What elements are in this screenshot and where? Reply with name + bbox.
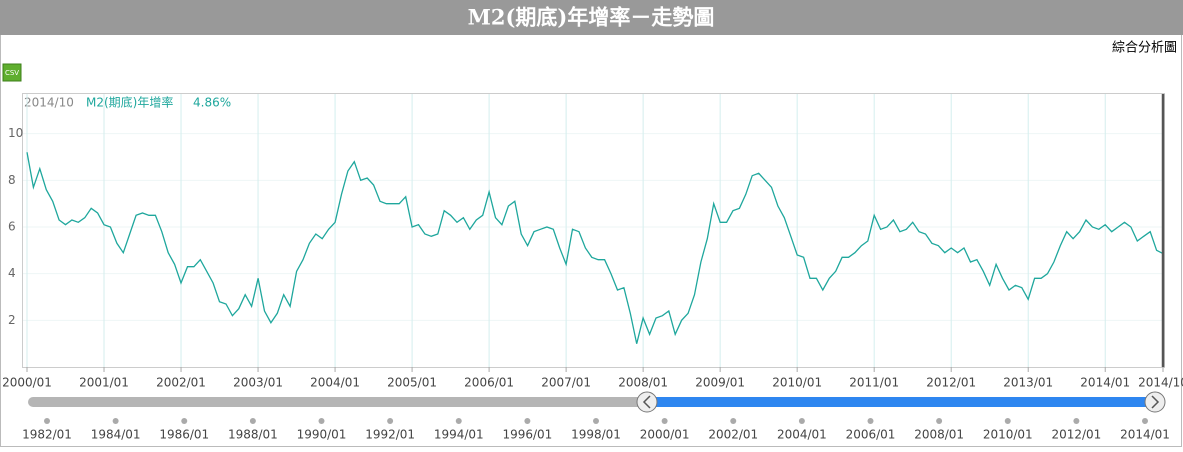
navigator-label: 1992/01 (365, 428, 415, 442)
navigator-dot (1073, 418, 1080, 424)
navigator-label: 1984/01 (91, 428, 141, 442)
csv-button[interactable] (2, 63, 22, 82)
chart-title: M2(期底)年增率－走勢圖 (468, 5, 715, 30)
navigator-track (28, 397, 647, 407)
plot-area (22, 93, 1165, 368)
navigator-label: 2010/01 (983, 428, 1033, 442)
readout-value: 4.86% (193, 96, 231, 110)
data-line (26, 152, 1164, 344)
y-tick-label: 8 (8, 173, 16, 187)
navigator-label: 2012/01 (1051, 428, 1101, 442)
readout-date: 2014/10 (24, 96, 74, 110)
csv-label[interactable]: CSV (5, 69, 19, 77)
navigator-label: 2002/01 (708, 428, 758, 442)
analysis-link[interactable]: 綜合分析圖 (1112, 41, 1177, 56)
navigator-dot (936, 418, 943, 424)
navigator-label: 2006/01 (846, 428, 896, 442)
x-tick-label: 2000/01 (2, 376, 52, 390)
x-tick-label: 2003/01 (233, 376, 283, 390)
navigator-dot (249, 418, 256, 424)
navigator-dot (1004, 418, 1011, 424)
navigator-label: 1996/01 (502, 428, 552, 442)
navigator-dot (661, 418, 668, 424)
x-tick-label: 2007/01 (541, 376, 591, 390)
x-tick-label: 2011/01 (849, 376, 899, 390)
navigator-label: 1986/01 (159, 428, 209, 442)
x-tick-label: 2004/01 (310, 376, 360, 390)
x-tick-label: 2012/01 (926, 376, 976, 390)
plot: 2 4 6 8 10 2000/01 2001/01 2002/01 2003/01 2004/0… (2, 94, 1183, 390)
x-tick-label: 2010/01 (772, 376, 822, 390)
navigator-handle[interactable] (1144, 391, 1166, 413)
readout-series: M2(期底)年增率 (86, 95, 173, 110)
navigator-dot (1142, 418, 1148, 424)
handle-arrow (642, 395, 651, 409)
navigator-label: 1994/01 (434, 428, 484, 442)
navigator-range[interactable] (647, 397, 1155, 407)
navigator-label: 1982/01 (22, 428, 72, 442)
navigator-dot (593, 418, 599, 424)
navigator-label: 2004/01 (777, 428, 827, 442)
navigator-label: 1988/01 (228, 428, 278, 442)
navigator-handle[interactable] (636, 391, 658, 413)
x-tick-label: 2006/01 (464, 376, 514, 390)
x-tick-label: 2013/01 (1003, 376, 1053, 390)
x-tick-label: 2008/01 (618, 376, 668, 390)
navigator-label: 2000/01 (640, 428, 690, 442)
x-tick-label: 2014/01 (1080, 376, 1130, 390)
navigator-axis: 1982/01 1984/01 1986/01 1988/01 1990/01 1992/… (22, 418, 1170, 442)
navigator-dot (318, 418, 325, 424)
navigator-dot (524, 418, 531, 424)
title-bar (0, 0, 1183, 35)
navigator-dot (112, 418, 119, 424)
navigator-label: 2014/01 (1120, 428, 1170, 442)
x-tick-label: 2005/01 (387, 376, 437, 390)
navigator-dot (387, 418, 394, 424)
navigator-dot (44, 418, 50, 424)
y-tick-label: 6 (8, 220, 16, 234)
navigator-label: 2008/01 (914, 428, 964, 442)
navigator-dot (867, 418, 874, 424)
navigator-dot (798, 418, 805, 424)
x-tick-label: 2009/01 (695, 376, 745, 390)
navigator-label: 1990/01 (297, 428, 347, 442)
x-tick-label: 2001/01 (79, 376, 129, 390)
navigator-dot (455, 418, 462, 424)
y-tick-label: 4 (8, 266, 16, 280)
navigator-dot (730, 418, 737, 424)
y-tick-label: 2 (8, 313, 16, 327)
navigator-label: 1998/01 (571, 428, 621, 442)
navigator-dot (181, 418, 188, 424)
x-tick-label: 2014/10 (1138, 376, 1183, 390)
handle-arrow (1151, 395, 1160, 409)
x-tick-label: 2002/01 (156, 376, 206, 390)
y-tick-label: 10 (8, 126, 23, 140)
